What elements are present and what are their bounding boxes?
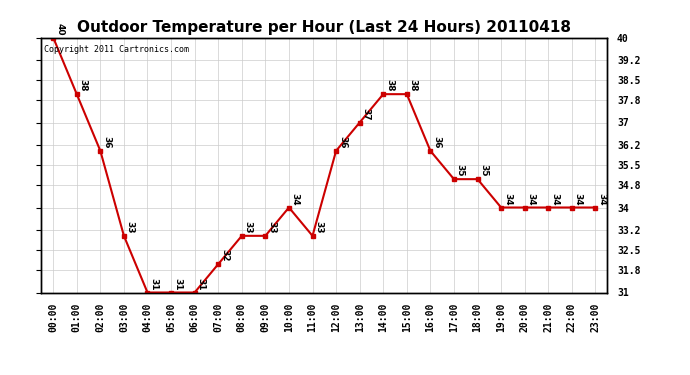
Text: Copyright 2011 Cartronics.com: Copyright 2011 Cartronics.com — [44, 45, 189, 54]
Text: 38: 38 — [385, 80, 394, 92]
Text: 36: 36 — [432, 136, 442, 148]
Text: 34: 34 — [573, 193, 583, 205]
Text: 32: 32 — [220, 249, 229, 262]
Text: 34: 34 — [526, 193, 535, 205]
Text: 33: 33 — [126, 221, 135, 234]
Text: 34: 34 — [598, 193, 607, 205]
Text: 31: 31 — [149, 278, 159, 290]
Text: 36: 36 — [102, 136, 111, 148]
Text: 31: 31 — [197, 278, 206, 290]
Text: 33: 33 — [315, 221, 324, 234]
Text: 31: 31 — [173, 278, 182, 290]
Text: 34: 34 — [503, 193, 512, 205]
Text: 33: 33 — [244, 221, 253, 234]
Text: 37: 37 — [362, 108, 371, 120]
Text: 38: 38 — [408, 80, 417, 92]
Text: 40: 40 — [55, 23, 64, 35]
Text: 34: 34 — [290, 193, 300, 205]
Text: 33: 33 — [267, 221, 276, 234]
Text: 36: 36 — [338, 136, 347, 148]
Text: 35: 35 — [456, 164, 465, 177]
Text: 34: 34 — [550, 193, 559, 205]
Text: 38: 38 — [79, 80, 88, 92]
Title: Outdoor Temperature per Hour (Last 24 Hours) 20110418: Outdoor Temperature per Hour (Last 24 Ho… — [77, 20, 571, 35]
Text: 35: 35 — [480, 164, 489, 177]
